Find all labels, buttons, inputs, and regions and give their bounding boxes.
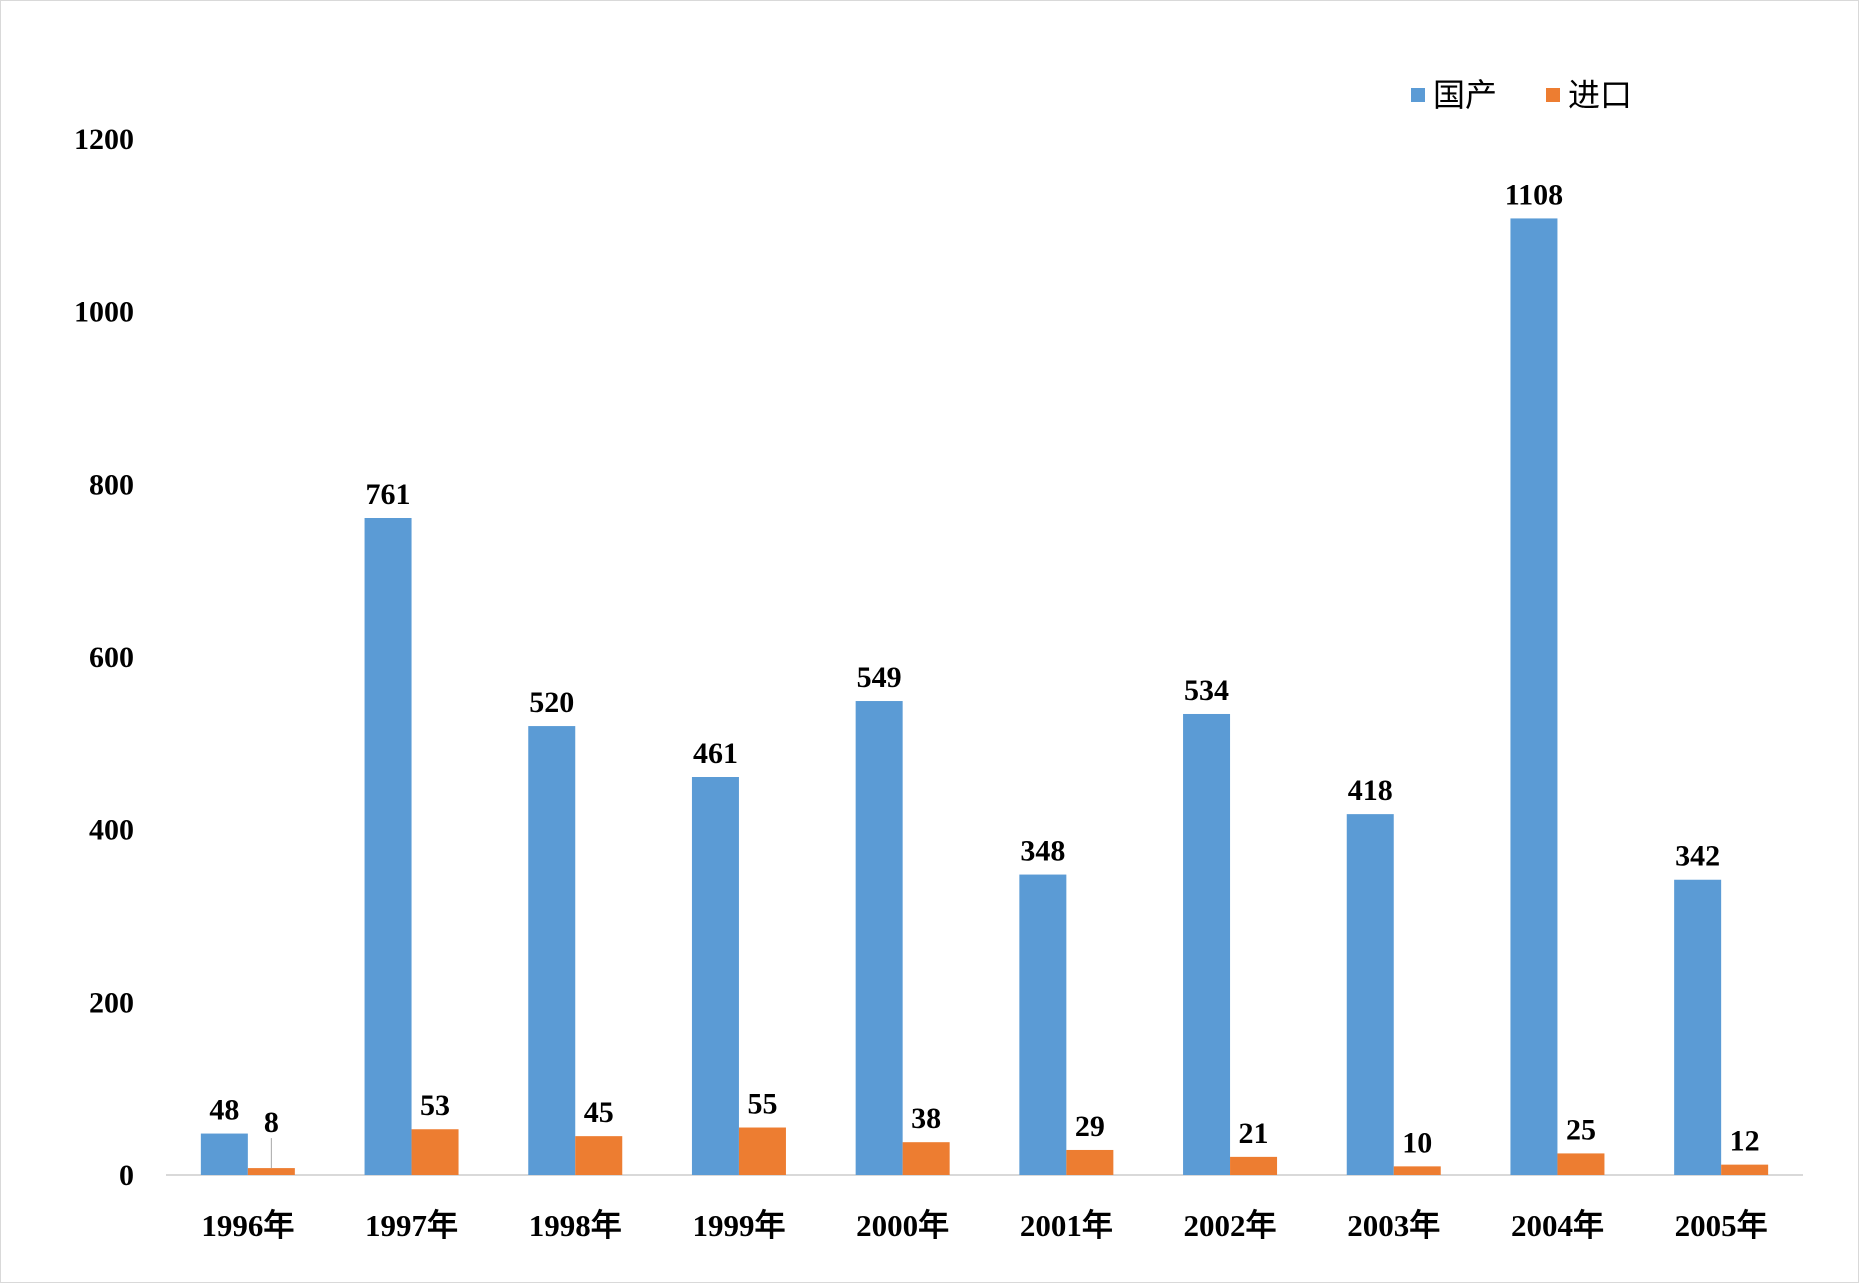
legend-label: 进口 xyxy=(1568,76,1632,114)
legend-swatch xyxy=(1411,88,1425,102)
bar-import xyxy=(1393,1166,1441,1175)
bar-domestic xyxy=(364,518,412,1175)
x-tick-label: 2004年 xyxy=(1511,1208,1604,1243)
bar-domestic xyxy=(200,1133,248,1175)
bar-import xyxy=(1066,1149,1114,1175)
bar-import xyxy=(411,1129,459,1175)
x-tick-label: 2005年 xyxy=(1675,1208,1768,1243)
data-label: 8 xyxy=(264,1106,279,1139)
y-tick-label: 800 xyxy=(89,468,134,501)
x-axis-tick-labels: 1996年 1997年 1998年 1999年 2000年 2001年 2002年 2003年… xyxy=(201,1208,1767,1243)
bar-domestic xyxy=(1346,814,1394,1175)
y-tick-label: 0 xyxy=(119,1159,134,1192)
y-tick-label: 1000 xyxy=(74,296,134,329)
data-label: 10 xyxy=(1402,1126,1432,1159)
data-label: 761 xyxy=(366,478,411,511)
data-label: 25 xyxy=(1566,1113,1596,1146)
y-tick-label: 600 xyxy=(89,641,134,674)
data-label: 21 xyxy=(1239,1117,1269,1150)
bars xyxy=(200,218,1769,1176)
x-tick-label: 1998年 xyxy=(529,1208,622,1243)
data-label: 53 xyxy=(420,1089,450,1122)
bar-domestic xyxy=(528,726,576,1175)
x-tick-label: 2001年 xyxy=(1020,1208,1113,1243)
data-label: 29 xyxy=(1075,1110,1105,1143)
data-label: 520 xyxy=(529,686,574,719)
data-label: 1108 xyxy=(1505,178,1563,211)
y-tick-label: 1200 xyxy=(74,123,134,156)
bar-domestic xyxy=(1019,874,1067,1175)
bar-import xyxy=(902,1142,950,1175)
y-axis-tick-labels: 0 200 400 600 800 1000 1200 xyxy=(74,123,134,1192)
data-labels: 48 8 761 53 520 45 461 55 549 38 348 29 534 21 418 10 11… xyxy=(209,178,1760,1169)
y-tick-label: 400 xyxy=(89,814,134,847)
bar-import xyxy=(1721,1164,1769,1175)
x-tick-label: 1997年 xyxy=(365,1208,458,1243)
legend-swatch xyxy=(1546,88,1560,102)
x-tick-label: 1999年 xyxy=(692,1208,785,1243)
data-label: 348 xyxy=(1020,835,1065,868)
bar-import xyxy=(1230,1156,1278,1175)
bar-import xyxy=(575,1136,623,1175)
data-label: 534 xyxy=(1184,674,1229,707)
bar-import xyxy=(1557,1153,1605,1175)
data-label: 48 xyxy=(209,1094,239,1127)
data-label: 55 xyxy=(747,1088,777,1121)
bar-domestic xyxy=(1674,879,1722,1175)
legend-label: 国产 xyxy=(1433,76,1497,114)
x-tick-label: 2003年 xyxy=(1347,1208,1440,1243)
data-label: 12 xyxy=(1730,1125,1760,1158)
data-label: 342 xyxy=(1675,840,1720,873)
bar-domestic xyxy=(691,777,739,1175)
bar-domestic xyxy=(1183,713,1231,1175)
x-tick-label: 2002年 xyxy=(1184,1208,1277,1243)
data-label: 45 xyxy=(584,1096,614,1129)
data-label: 38 xyxy=(911,1102,941,1135)
data-label: 461 xyxy=(693,737,738,770)
x-tick-label: 2000年 xyxy=(856,1208,949,1243)
data-label: 549 xyxy=(857,661,902,694)
bar-import xyxy=(738,1127,786,1175)
y-tick-label: 200 xyxy=(89,986,134,1019)
legend: 国产 进口 xyxy=(1411,76,1632,114)
x-tick-label: 1996年 xyxy=(201,1208,294,1243)
bar-domestic xyxy=(1510,218,1558,1176)
bar-import xyxy=(247,1168,295,1175)
data-label: 418 xyxy=(1348,774,1393,807)
bar-domestic xyxy=(855,701,903,1175)
